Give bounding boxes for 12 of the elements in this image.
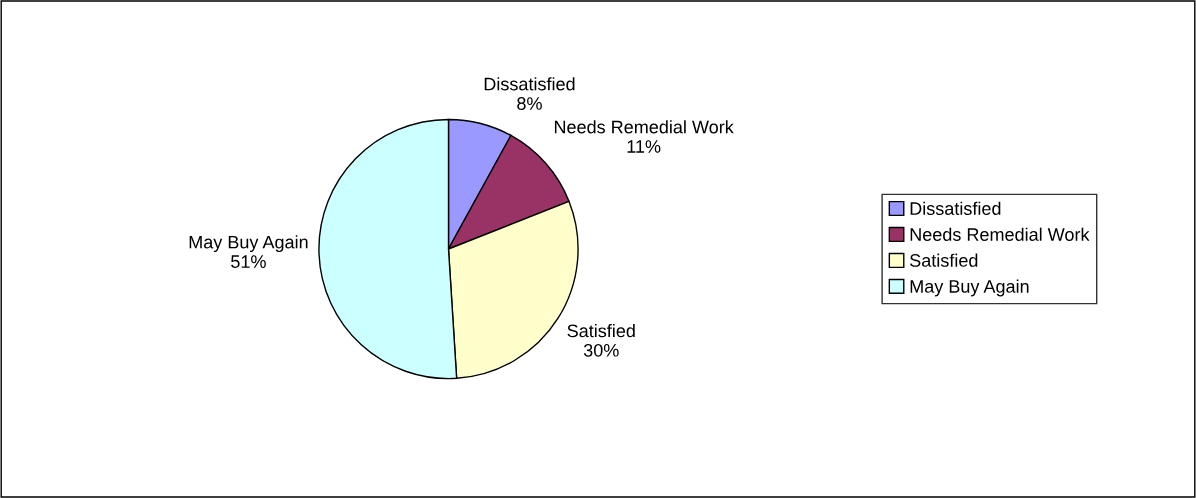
data-label: 51% (231, 255, 266, 268)
legend-label: Dissatisfied (910, 201, 1001, 215)
slice-label: Dissatisfied (484, 77, 575, 91)
data-label: 30% (583, 343, 619, 357)
legend-label: Satisfied (910, 253, 978, 267)
data-label: 11% (627, 140, 661, 153)
legend-label: May Buy Again (910, 279, 1029, 297)
data-label: 8% (517, 97, 542, 110)
slice-label: Satisfied (567, 323, 635, 338)
slice-label: May Buy Again (189, 235, 308, 253)
slice-label: Needs Remedial Work (554, 120, 734, 134)
legend-label: Needs Remedial Work (910, 227, 1090, 241)
